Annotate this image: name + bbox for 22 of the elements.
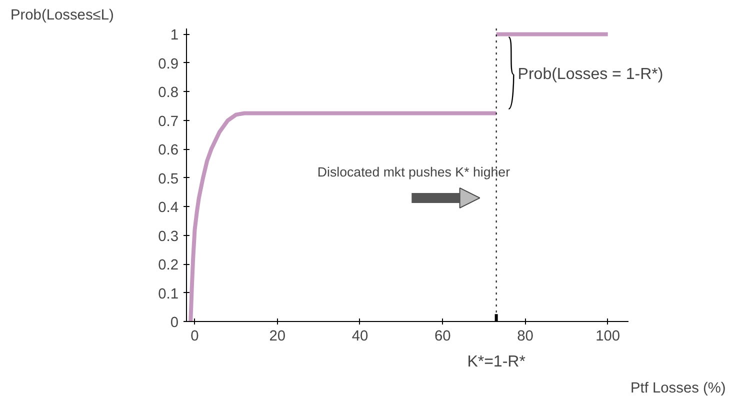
y-axis-title: Prob(Losses≤L) [10,8,114,24]
y-tick-label: 0.4 [158,200,178,216]
annotation: Prob(Losses = 1-R*) [518,66,664,83]
y-tick-label: 0 [170,315,179,331]
x-axis-title: Ptf Losses (%) [630,380,726,396]
x-tick-label: 80 [517,328,534,344]
x-tick-label: 60 [434,328,451,344]
y-tick-label: 0.5 [158,171,178,188]
y-tick-label: 0.2 [158,258,178,274]
x-tick-label: 20 [269,328,286,344]
x-tick-label: 0 [190,328,199,344]
y-tick-label: 0.7 [158,114,178,130]
x-tick-label: 40 [352,328,368,344]
y-tick-label: 0.1 [158,286,178,302]
y-tick-label: 0.6 [158,142,178,159]
x-tick-label: 100 [596,328,620,344]
y-tick-label: 1 [170,28,179,44]
text: K*=1-R* [467,354,526,370]
y-tick-label: 0.3 [158,228,178,245]
y-tick-label: 0.9 [158,56,178,72]
annotation: Dislocated mkt pushes K* higher [317,164,511,180]
y-tick-label: 0.8 [158,85,178,102]
